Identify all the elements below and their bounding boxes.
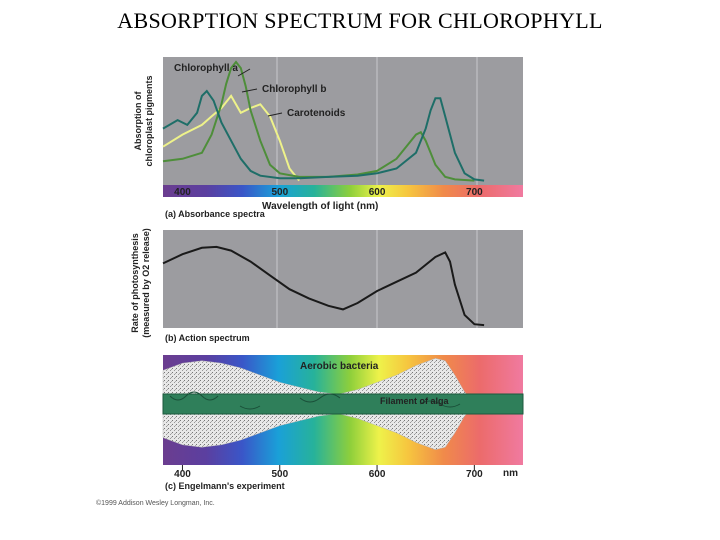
absorbance-panel-caption: (a) Absorbance spectra (165, 209, 266, 219)
engelmann-panel-caption: (c) Engelmann's experiment (165, 481, 285, 491)
chlorophyll-b-label: Chlorophyll b (262, 84, 326, 95)
series-line-chlorophyll-a (162, 89, 485, 182)
filament-of-alga-label: Filament of alga (380, 396, 450, 406)
carotenoids-label: Carotenoids (287, 108, 346, 119)
action-panel-caption: (b) Action spectrum (165, 333, 250, 343)
absorbance-y-label-line1: Absorption of (133, 91, 143, 151)
absorbance-x-tick-600: 600 (369, 187, 386, 198)
series-line-chlorophyll-b (162, 60, 475, 182)
carotenoids-pointer (267, 112, 283, 117)
absorbance-wavelength-band (163, 185, 523, 197)
engelmann-panel: Aerobic bacteria Filament of alga 400 500… (162, 355, 524, 491)
copyright-notice: ©1999 Addison Wesley Longman, Inc. (96, 500, 215, 507)
action-panel-bg (163, 230, 523, 328)
action-y-label-line2: (measured by O2 release) (141, 228, 151, 338)
engelmann-x-tick-500: 500 (271, 469, 288, 480)
absorbance-x-axis-label: Wavelength of light (nm) (262, 201, 378, 212)
engelmann-x-tick-400: 400 (174, 469, 191, 480)
engelmann-x-unit: nm (503, 468, 518, 479)
absorbance-panel: 400 500 600 700 Wavelength of light (nm) (a… (133, 57, 523, 219)
slide-title: ABSORPTION SPECTRUM FOR CHLOROPHYLL (117, 8, 603, 33)
engelmann-x-tick-700: 700 (466, 469, 483, 480)
action-panel: (b) Action spectrum Rate of photosynthes… (130, 228, 523, 343)
aerobic-bacteria-label: Aerobic bacteria (300, 361, 379, 372)
action-y-label-line1: Rate of photosynthesis (130, 233, 140, 333)
absorbance-x-tick-500: 500 (271, 187, 288, 198)
engelmann-x-tick-600: 600 (369, 469, 386, 480)
absorbance-x-tick-700: 700 (466, 187, 483, 198)
series-line-action-spectrum (162, 245, 485, 327)
chlorophyll-a-label: Chlorophyll a (174, 63, 238, 74)
absorbance-y-label-line2: chloroplast pigments (144, 75, 154, 166)
absorbance-x-tick-400: 400 (174, 187, 191, 198)
absorbance-panel-bg (163, 57, 523, 185)
chlorophyll-b-pointer (241, 88, 258, 93)
series-line-carotenoids (162, 94, 300, 182)
chlorophyll-a-pointer (237, 68, 251, 77)
